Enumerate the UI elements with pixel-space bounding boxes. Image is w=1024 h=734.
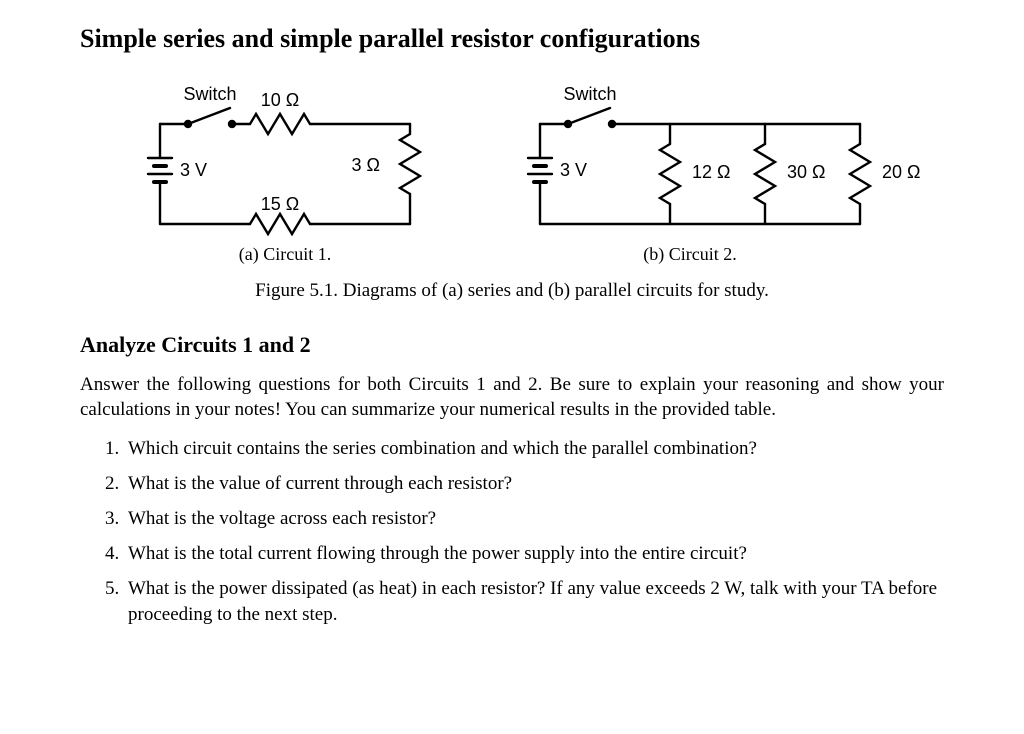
question-item: What is the total current flowing throug…	[124, 541, 944, 566]
c2-r3-label: 20 Ω	[882, 162, 920, 182]
circuit1-caption: (a) Circuit 1.	[239, 244, 331, 264]
question-item: Which circuit contains the series combin…	[124, 436, 944, 461]
c1-r-top-label: 10 Ω	[261, 90, 299, 110]
analyze-heading: Analyze Circuits 1 and 2	[80, 332, 944, 358]
circuit2-caption: (b) Circuit 2.	[643, 244, 736, 264]
question-item: What is the voltage across each resistor…	[124, 506, 944, 531]
c2-r1-label: 12 Ω	[692, 162, 730, 182]
question-list: Which circuit contains the series combin…	[80, 436, 944, 626]
c1-switch-label: Switch	[183, 84, 236, 104]
figure-area: Switch 10 Ω 15 Ω 3 Ω 3 V	[80, 84, 944, 264]
c1-r-mid-label: 15 Ω	[261, 194, 299, 214]
figure-caption: Figure 5.1. Diagrams of (a) series and (…	[80, 280, 944, 302]
question-item: What is the value of current through eac…	[124, 471, 944, 496]
page: Simple series and simple parallel resist…	[0, 0, 1024, 734]
page-title: Simple series and simple parallel resist…	[80, 24, 944, 54]
c2-battery-label: 3 V	[560, 160, 587, 180]
circuits-svg: Switch 10 Ω 15 Ω 3 Ω 3 V	[80, 84, 944, 264]
intro-paragraph: Answer the following questions for both …	[80, 372, 944, 422]
c1-battery-label: 3 V	[180, 160, 207, 180]
c2-r2-label: 30 Ω	[787, 162, 825, 182]
question-item: What is the power dissipated (as heat) i…	[124, 576, 944, 626]
c2-switch-label: Switch	[563, 84, 616, 104]
c1-r-right-label: 3 Ω	[352, 155, 380, 175]
